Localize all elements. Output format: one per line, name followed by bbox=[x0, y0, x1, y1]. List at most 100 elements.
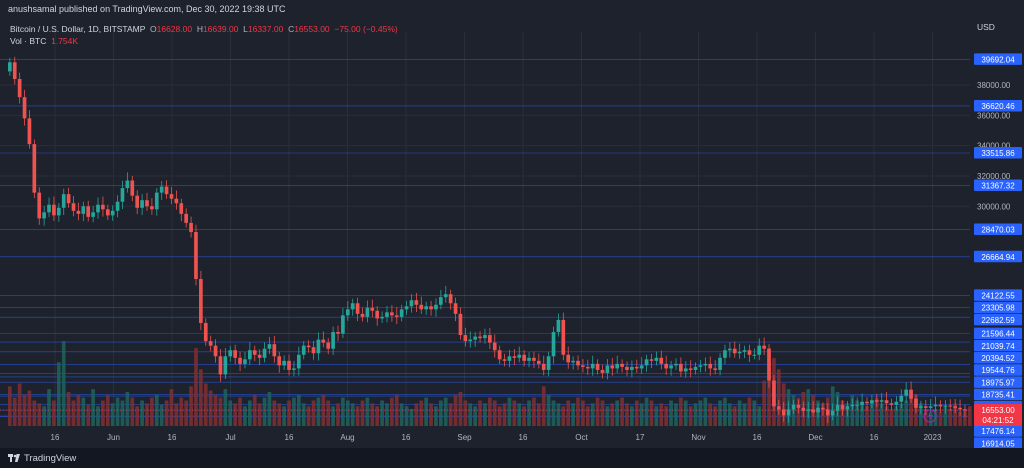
level-price-tag bbox=[974, 376, 1022, 388]
high-value: 16639.00 bbox=[202, 24, 239, 34]
candle-body bbox=[17, 78, 22, 98]
candle-body bbox=[380, 316, 384, 319]
volume-bar bbox=[61, 341, 66, 426]
candle-body bbox=[213, 345, 218, 357]
candle-body bbox=[443, 294, 448, 298]
level-price-label: 20394.52 bbox=[981, 354, 1015, 363]
candle-body bbox=[742, 350, 747, 352]
candle-body bbox=[125, 180, 130, 189]
x-tick-label: Jul bbox=[225, 433, 235, 442]
volume-bar bbox=[17, 383, 22, 426]
candle-body bbox=[189, 222, 193, 233]
volume-bar bbox=[473, 406, 477, 426]
candle-body bbox=[546, 356, 551, 370]
candle-body bbox=[316, 339, 321, 354]
candle-body bbox=[326, 342, 331, 349]
volume-bar bbox=[556, 403, 561, 426]
volume-bar bbox=[12, 397, 17, 426]
volume-bar bbox=[620, 397, 624, 426]
candle-body bbox=[649, 359, 654, 361]
volume-bar bbox=[145, 403, 149, 426]
volume-bar bbox=[370, 403, 375, 426]
candle-body bbox=[581, 365, 585, 367]
level-price-tag bbox=[974, 313, 1022, 326]
countdown-label: 04:21:52 bbox=[982, 416, 1014, 425]
candle-body bbox=[644, 359, 649, 366]
candle-body bbox=[625, 366, 629, 370]
candle-body bbox=[105, 209, 110, 216]
volume-bar bbox=[223, 389, 228, 426]
candle-body bbox=[556, 319, 561, 333]
volume-bar bbox=[644, 397, 649, 426]
candle-body bbox=[292, 368, 296, 370]
close-value: 16553.00 bbox=[294, 24, 330, 34]
volume-bar bbox=[630, 406, 634, 426]
candle-body bbox=[248, 350, 252, 360]
volume-bar bbox=[434, 406, 438, 426]
candle-body bbox=[115, 201, 120, 211]
candle-body bbox=[238, 357, 242, 364]
level-price-label: 21596.44 bbox=[981, 330, 1015, 339]
candle-body bbox=[385, 312, 389, 317]
candle-body bbox=[419, 304, 424, 310]
volume-bar bbox=[879, 403, 884, 426]
volume-bar bbox=[390, 397, 394, 426]
volume-bar bbox=[159, 404, 164, 426]
candle-body bbox=[948, 405, 953, 407]
volume-bar bbox=[713, 406, 717, 426]
high-label: H bbox=[196, 24, 203, 34]
candle-body bbox=[252, 350, 257, 355]
candle-body bbox=[737, 351, 742, 354]
candle-body bbox=[296, 354, 301, 369]
volume-bar bbox=[512, 400, 517, 426]
volume-bar bbox=[698, 400, 703, 426]
change-value: −75.00 (−0.45%) bbox=[334, 24, 398, 34]
candle-body bbox=[615, 363, 620, 369]
candle-body bbox=[963, 409, 967, 411]
volume-bar bbox=[483, 403, 487, 426]
candle-body bbox=[728, 348, 732, 351]
volume-bar bbox=[894, 406, 899, 426]
candle-body bbox=[527, 357, 531, 361]
candle-body bbox=[243, 359, 247, 364]
volume-bar bbox=[27, 390, 32, 426]
candle-body bbox=[889, 403, 894, 405]
candle-body bbox=[203, 322, 208, 342]
candle-body bbox=[8, 62, 12, 72]
volume-bar bbox=[331, 406, 335, 426]
volume-bar bbox=[683, 400, 688, 426]
volume-bar bbox=[252, 394, 257, 426]
candle-body bbox=[336, 332, 340, 334]
candle-body bbox=[341, 315, 345, 334]
volume-legend: Vol · BTC 1.754K bbox=[10, 36, 78, 46]
candle-body bbox=[914, 398, 918, 408]
candle-body bbox=[938, 404, 943, 407]
candle-body bbox=[282, 360, 286, 366]
volume-bar bbox=[233, 403, 237, 426]
candle-body bbox=[752, 354, 757, 356]
volume-bar bbox=[105, 394, 110, 426]
candle-body bbox=[488, 335, 492, 343]
candle-body bbox=[571, 360, 575, 363]
volume-bar bbox=[164, 400, 169, 426]
x-tick-label: 16 bbox=[519, 433, 528, 442]
current-price-tag bbox=[974, 404, 1022, 427]
volume-bar bbox=[468, 403, 473, 426]
x-tick-label: Jun bbox=[107, 433, 120, 442]
candle-body bbox=[781, 409, 786, 416]
candle-body bbox=[218, 356, 223, 375]
volume-bar bbox=[723, 397, 727, 426]
candle-body bbox=[76, 210, 81, 214]
volume-bar bbox=[257, 403, 262, 426]
volume-bar bbox=[551, 400, 556, 426]
candle-body bbox=[199, 279, 203, 323]
volume-bar bbox=[943, 406, 948, 426]
volume-bar bbox=[532, 397, 536, 426]
volume-bar bbox=[497, 406, 502, 426]
volume-bar bbox=[634, 400, 639, 426]
candle-body bbox=[541, 363, 546, 370]
candle-body bbox=[634, 366, 639, 369]
price-chart[interactable]: USD 38000.00 36000.00 34000.00 32000.00 30000… bbox=[0, 18, 1024, 448]
x-tick-label: 17 bbox=[636, 433, 645, 442]
candle-body bbox=[434, 304, 438, 310]
